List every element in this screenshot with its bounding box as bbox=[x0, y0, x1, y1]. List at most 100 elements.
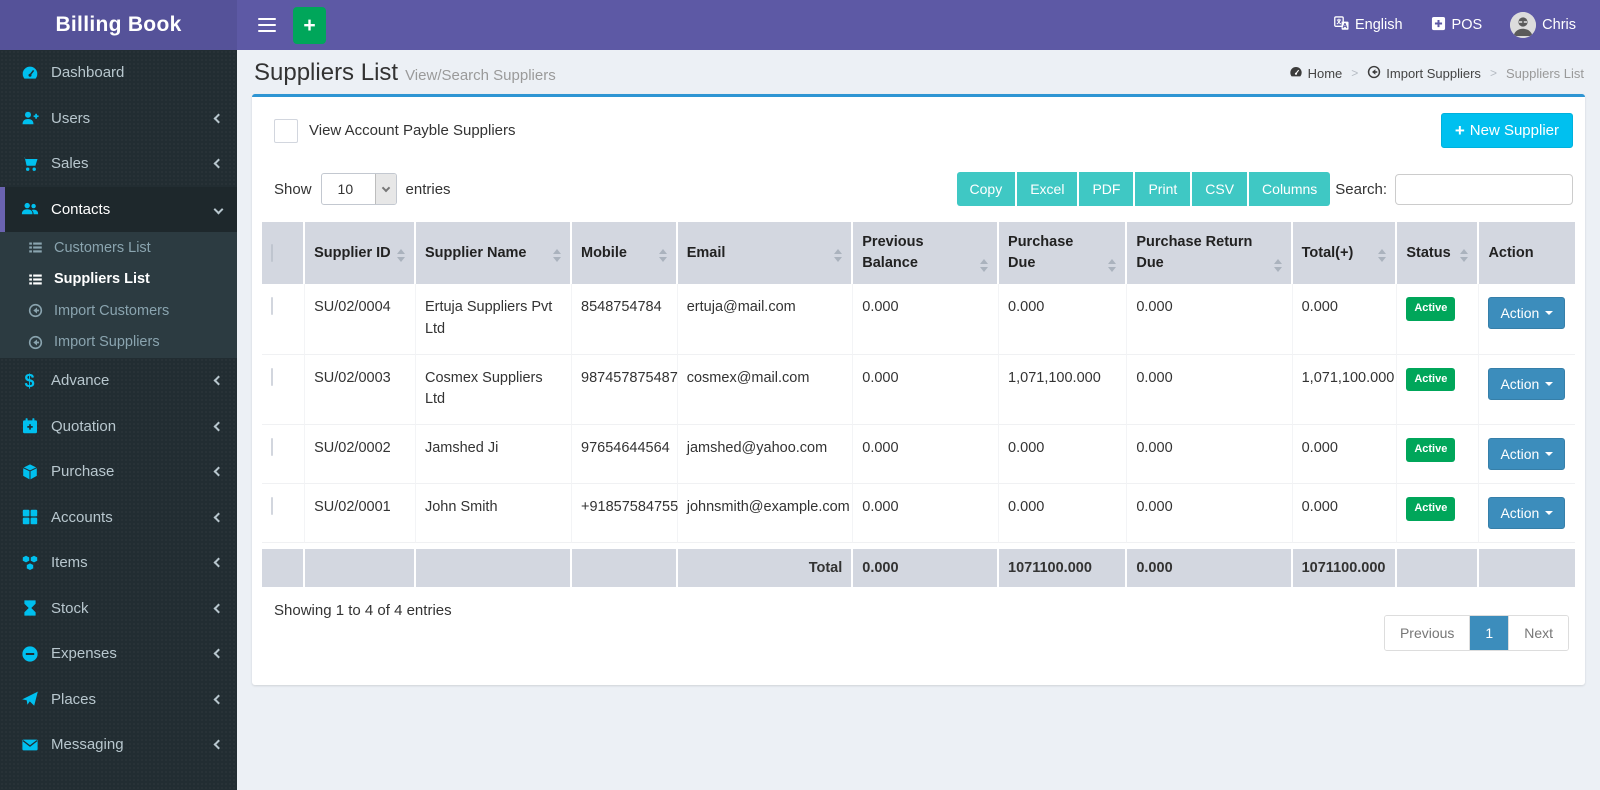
col-mobile[interactable]: Mobile bbox=[572, 222, 678, 285]
pos-menu[interactable]: POS bbox=[1431, 16, 1482, 35]
sort-icon[interactable] bbox=[1273, 259, 1282, 274]
new-supplier-button[interactable]: + New Supplier bbox=[1440, 113, 1573, 148]
row-action-button[interactable]: Action bbox=[1488, 297, 1566, 330]
row-checkbox[interactable] bbox=[271, 497, 273, 516]
table-total-row: Total 0.000 1071100.000 0.000 1071100.00… bbox=[262, 543, 1575, 588]
breadcrumb-home[interactable]: Home bbox=[1289, 65, 1342, 82]
cell-supplier-name: Cosmex Suppliers Ltd bbox=[415, 354, 572, 426]
sidebar-item-expenses[interactable]: Expenses bbox=[0, 631, 237, 677]
sort-icon[interactable] bbox=[834, 248, 843, 264]
sidebar-item-stock[interactable]: Stock bbox=[0, 586, 237, 632]
col-total[interactable]: Total(+) bbox=[1292, 222, 1398, 285]
sidebar-item-purchase[interactable]: Purchase bbox=[0, 449, 237, 495]
table-row: SU/02/0003 Cosmex Suppliers Ltd 98745787… bbox=[262, 354, 1575, 426]
user-menu[interactable]: Chris bbox=[1510, 12, 1576, 38]
sidebar-item-places[interactable]: Places bbox=[0, 677, 237, 723]
app-logo[interactable]: Billing Book bbox=[0, 0, 237, 50]
columns-button[interactable]: Columns bbox=[1249, 172, 1331, 206]
sidebar-item-advance[interactable]: $ Advance bbox=[0, 358, 237, 404]
chevron-left-icon bbox=[213, 603, 224, 614]
page-length-control: Show 10 entries bbox=[274, 173, 451, 205]
sort-icon[interactable] bbox=[1460, 248, 1469, 264]
sidebar-item-messaging[interactable]: Messaging bbox=[0, 722, 237, 768]
sidebar-item-sales[interactable]: Sales bbox=[0, 141, 237, 187]
username-label: Chris bbox=[1542, 17, 1576, 33]
content-area: Suppliers List View/Search Suppliers Home… bbox=[237, 50, 1600, 790]
quick-add-button[interactable]: + bbox=[293, 6, 326, 44]
search-input[interactable] bbox=[1395, 173, 1573, 205]
col-supplier-name[interactable]: Supplier Name bbox=[415, 222, 572, 285]
cell-total: 0.000 bbox=[1292, 425, 1398, 485]
col-email[interactable]: Email bbox=[677, 222, 854, 285]
payable-filter-checkbox[interactable] bbox=[274, 118, 298, 143]
import-circle-icon bbox=[27, 303, 44, 318]
chevron-left-icon bbox=[213, 466, 224, 477]
col-status[interactable]: Status bbox=[1397, 222, 1480, 285]
sidebar-label: Stock bbox=[51, 599, 89, 617]
page-title: Suppliers List bbox=[254, 59, 399, 86]
row-checkbox[interactable] bbox=[271, 297, 273, 316]
breadcrumb-separator: > bbox=[1489, 66, 1497, 80]
suppliers-panel: View Account Payble Suppliers + New Supp… bbox=[252, 94, 1585, 686]
next-page-button[interactable]: Next bbox=[1509, 616, 1568, 651]
cell-email: johnsmith@example.com bbox=[677, 484, 854, 544]
sidebar-item-import-customers[interactable]: Import Customers bbox=[0, 295, 237, 327]
col-supplier-id[interactable]: Supplier ID bbox=[305, 222, 416, 285]
sort-icon[interactable] bbox=[1378, 248, 1387, 264]
envelope-icon bbox=[20, 735, 39, 754]
sort-icon[interactable] bbox=[553, 248, 561, 264]
showing-entries-label: Showing 1 to 4 of 4 entries bbox=[274, 602, 452, 620]
sort-icon[interactable] bbox=[658, 248, 667, 264]
sidebar-label: Accounts bbox=[51, 508, 113, 526]
sidebar-item-items[interactable]: Items bbox=[0, 540, 237, 586]
sidebar-item-quotation[interactable]: Quotation bbox=[0, 404, 237, 450]
select-all-checkbox[interactable] bbox=[271, 244, 273, 263]
row-action-button[interactable]: Action bbox=[1488, 497, 1566, 530]
sort-icon[interactable] bbox=[1108, 259, 1117, 274]
row-checkbox[interactable] bbox=[271, 367, 273, 386]
cell-purchase-due: 0.000 bbox=[999, 284, 1128, 355]
sidebar-item-dashboard[interactable]: Dashboard bbox=[0, 50, 237, 96]
pagination: Previous 1 Next bbox=[1383, 615, 1569, 652]
sidebar-item-customers-list[interactable]: Customers List bbox=[0, 232, 237, 264]
excel-button[interactable]: Excel bbox=[1017, 172, 1078, 206]
sidebar-item-accounts[interactable]: Accounts bbox=[0, 495, 237, 541]
previous-page-button[interactable]: Previous bbox=[1384, 616, 1471, 651]
caret-down-icon bbox=[1545, 511, 1554, 516]
col-previous-balance[interactable]: Previous Balance bbox=[853, 222, 1000, 285]
status-badge: Active bbox=[1406, 297, 1456, 321]
copy-button[interactable]: Copy bbox=[956, 172, 1016, 206]
print-button[interactable]: Print bbox=[1135, 172, 1191, 206]
breadcrumb-import-suppliers[interactable]: Import Suppliers bbox=[1367, 65, 1481, 82]
sidebar-item-users[interactable]: Users bbox=[0, 96, 237, 142]
page-1-button[interactable]: 1 bbox=[1470, 616, 1510, 651]
cell-supplier-name: John Smith bbox=[415, 484, 572, 544]
cell-mobile: 8548754784 bbox=[572, 284, 678, 355]
csv-button[interactable]: CSV bbox=[1192, 172, 1248, 206]
total-previous-balance: 0.000 bbox=[853, 543, 1000, 588]
table-row: SU/02/0004 Ertuja Suppliers Pvt Ltd 8548… bbox=[262, 284, 1575, 355]
col-purchase-return-due[interactable]: Purchase Return Due bbox=[1127, 222, 1293, 285]
row-action-button[interactable]: Action bbox=[1488, 367, 1566, 400]
row-action-button[interactable]: Action bbox=[1488, 438, 1566, 471]
cell-supplier-name: Ertuja Suppliers Pvt Ltd bbox=[415, 284, 572, 355]
sidebar-item-suppliers-list[interactable]: Suppliers List bbox=[0, 264, 237, 296]
cell-email: cosmex@mail.com bbox=[677, 354, 854, 426]
sidebar-item-import-suppliers[interactable]: Import Suppliers bbox=[0, 327, 237, 359]
cell-supplier-id: SU/02/0002 bbox=[305, 425, 416, 485]
sidebar-item-contacts[interactable]: Contacts bbox=[0, 186, 237, 232]
entries-label: entries bbox=[405, 180, 451, 198]
page-length-select[interactable]: 10 bbox=[321, 174, 396, 204]
sidebar-toggle-icon[interactable] bbox=[254, 12, 280, 39]
language-menu[interactable]: English bbox=[1334, 15, 1403, 35]
col-purchase-due[interactable]: Purchase Due bbox=[999, 222, 1128, 285]
pdf-button[interactable]: PDF bbox=[1079, 172, 1134, 206]
cell-mobile: +91857584755 bbox=[572, 484, 678, 544]
sort-icon[interactable] bbox=[396, 248, 405, 264]
chevron-down-icon bbox=[213, 204, 224, 215]
caret-down-icon bbox=[1545, 381, 1554, 386]
minus-circle-icon bbox=[20, 644, 39, 663]
dollar-icon: $ bbox=[24, 370, 35, 391]
sort-icon[interactable] bbox=[980, 259, 989, 274]
row-checkbox[interactable] bbox=[271, 438, 273, 457]
